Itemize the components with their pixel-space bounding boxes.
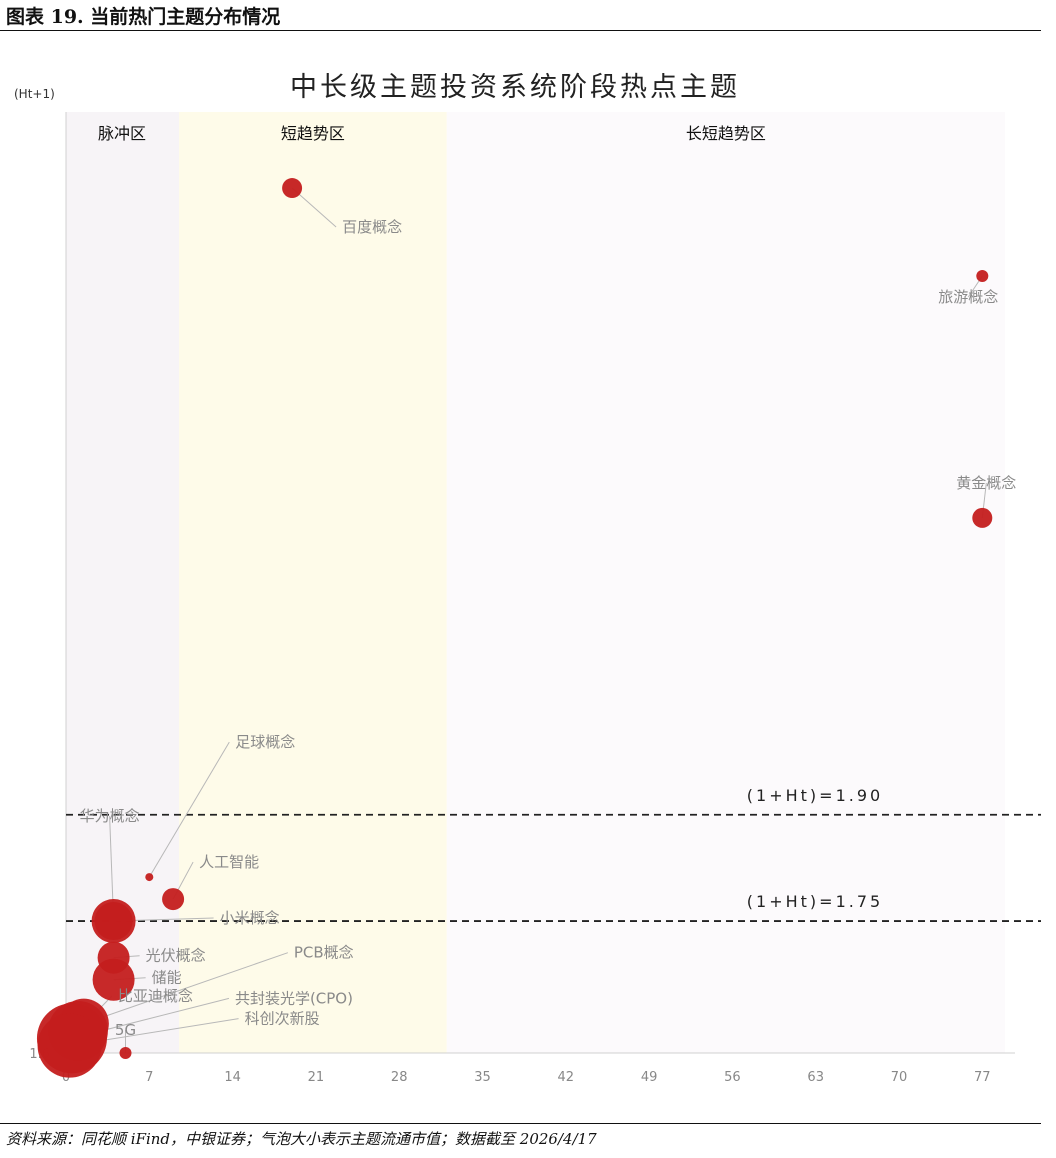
source-note: 资料来源：同花顺 iFind，中银证券；气泡大小表示主题流通市值；数据截至 20… xyxy=(6,1130,597,1148)
footer-rule xyxy=(0,1123,1041,1124)
point-label-10: 比亚迪概念 xyxy=(118,987,193,1005)
zone-band-0 xyxy=(66,112,180,1053)
point-label-7: 光伏概念 xyxy=(146,947,206,965)
x-tick-label-77: 77 xyxy=(974,1070,991,1085)
bubble-8 xyxy=(92,958,135,1001)
threshold-label-1: (1+Ht)=1.75 xyxy=(747,892,883,911)
point-label-8: 储能 xyxy=(152,969,182,987)
leader-line-3 xyxy=(148,741,230,878)
bubble-13 xyxy=(119,1047,132,1059)
zone-band-2 xyxy=(446,112,1005,1053)
x-tick-label-0: 0 xyxy=(62,1070,70,1085)
point-label-4: 华为概念 xyxy=(80,807,140,825)
point-label-9: PCB概念 xyxy=(294,944,354,962)
x-tick-label-42: 42 xyxy=(558,1070,575,1085)
threshold-label-0: (1+Ht)=1.90 xyxy=(747,786,883,805)
x-tick-label-21: 21 xyxy=(308,1070,325,1085)
zone-band-1 xyxy=(179,112,447,1053)
point-label-1: 旅游概念 xyxy=(938,288,998,306)
point-label-12: 科创次新股 xyxy=(245,1010,320,1028)
bubble-5 xyxy=(162,888,185,911)
x-tick-label-14: 14 xyxy=(224,1070,241,1085)
point-label-6: 小米概念 xyxy=(220,909,280,927)
figure-title: 图表 19. 当前热门主题分布情况 xyxy=(6,6,281,28)
y-axis-label: (Ht+1) xyxy=(14,87,55,101)
zone-label-1: 短趋势区 xyxy=(281,124,345,143)
x-tick-label-56: 56 xyxy=(724,1070,741,1085)
bubble-2 xyxy=(972,507,993,528)
axes: 07142128354249566370771.6 xyxy=(29,112,1015,1085)
bubble-6 xyxy=(94,902,133,941)
threshold-lines: (1+Ht)=1.90 (1+Ht)=1.75 xyxy=(66,786,1041,922)
bubble-3 xyxy=(145,873,154,882)
header-rule xyxy=(0,30,1041,31)
bubble-12 xyxy=(37,1013,102,1078)
point-label-5: 人工智能 xyxy=(199,853,259,871)
bubble-0 xyxy=(282,178,303,199)
point-label-3: 足球概念 xyxy=(235,733,295,751)
bubbles xyxy=(36,178,993,1078)
zone-label-0: 脉冲区 xyxy=(98,124,146,143)
point-label-11: 共封装光学(CPO) xyxy=(235,989,353,1007)
point-label-0: 百度概念 xyxy=(342,218,402,236)
leader-line-9 xyxy=(83,952,289,1025)
point-label-13: 5G xyxy=(115,1021,136,1039)
zone-backgrounds: 脉冲区 短趋势区 长短趋势区 xyxy=(66,112,1005,1053)
point-label-2: 黄金概念 xyxy=(956,474,1016,492)
x-tick-label-49: 49 xyxy=(641,1070,658,1085)
x-tick-label-70: 70 xyxy=(891,1070,908,1085)
x-tick-label-28: 28 xyxy=(391,1070,408,1085)
x-tick-label-63: 63 xyxy=(807,1070,824,1085)
zone-label-2: 长短趋势区 xyxy=(686,124,766,143)
chart-title: 中长级主题投资系统阶段热点主题 xyxy=(290,72,740,103)
x-tick-label-7: 7 xyxy=(145,1070,153,1085)
x-tick-label-35: 35 xyxy=(474,1070,491,1085)
bubble-1 xyxy=(976,270,989,283)
